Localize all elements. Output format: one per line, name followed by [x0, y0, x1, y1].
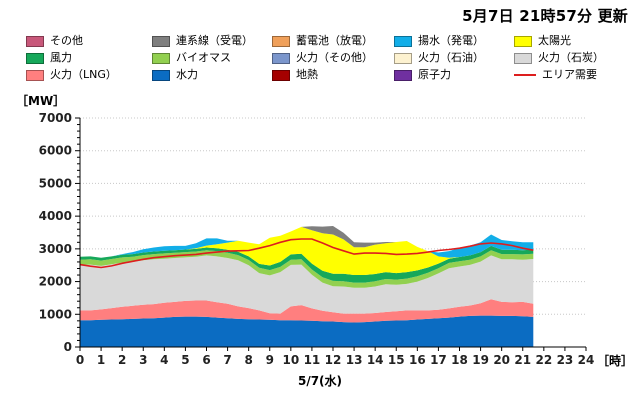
legend-swatch — [272, 35, 290, 47]
x-tick-label: 15 — [388, 353, 405, 367]
legend-label: 地熱 — [296, 68, 318, 81]
x-tick-label: 19 — [472, 353, 489, 367]
legend-label: 火力（その他） — [296, 51, 373, 64]
legend-swatch — [26, 69, 44, 81]
y-tick-label: 4000 — [39, 209, 72, 223]
area-series — [80, 250, 534, 288]
x-tick-label: 6 — [202, 353, 210, 367]
legend-swatch — [394, 35, 412, 47]
x-tick-label: 8 — [244, 353, 252, 367]
legend-item: 連系線（受電） — [152, 34, 253, 48]
legend-item: 地熱 — [272, 68, 318, 82]
legend-swatch — [394, 69, 412, 81]
y-tick-label: 3000 — [39, 242, 72, 256]
x-tick-label: 13 — [346, 353, 363, 367]
legend-item: エリア需要 — [514, 68, 597, 82]
legend-label: その他 — [50, 34, 83, 47]
y-tick-label: 1000 — [39, 307, 72, 321]
x-tick-label: 12 — [325, 353, 342, 367]
x-tick-label: 5 — [181, 353, 189, 367]
x-tick-label: 0 — [76, 353, 84, 367]
legend-item: 水力 — [152, 68, 198, 82]
updated-timestamp: 5月7日 21時57分 更新 — [462, 7, 628, 25]
legend-swatch — [514, 52, 532, 64]
legend-swatch — [152, 35, 170, 47]
legend-swatch — [514, 74, 536, 76]
x-tick-label: 10 — [282, 353, 299, 367]
legend-item: 風力 — [26, 51, 72, 65]
legend-swatch — [26, 52, 44, 64]
x-tick-label: 1 — [97, 353, 105, 367]
legend-label: エリア需要 — [542, 68, 597, 81]
legend-swatch — [26, 35, 44, 47]
legend-item: 揚水（発電） — [394, 34, 484, 48]
legend-label: 原子力 — [418, 68, 451, 81]
legend-swatch — [272, 52, 290, 64]
x-tick-label: 24 — [578, 353, 595, 367]
legend-swatch — [272, 69, 290, 81]
legend-label: 連系線（受電） — [176, 34, 253, 47]
y-tick-label: 5000 — [39, 176, 72, 190]
x-tick-label: 17 — [430, 353, 447, 367]
x-tick-label: 9 — [266, 353, 274, 367]
x-tick-label: 14 — [367, 353, 384, 367]
demand-line — [79, 238, 534, 269]
x-tick-label: 4 — [160, 353, 168, 367]
legend-item: 火力（LNG） — [26, 68, 117, 82]
x-tick-label: 23 — [557, 353, 574, 367]
legend-label: 火力（石炭） — [538, 51, 604, 64]
area-series — [80, 315, 534, 347]
x-axis-unit: ［時］ — [597, 354, 634, 368]
legend-swatch — [152, 69, 170, 81]
area-series — [80, 255, 534, 314]
legend-label: 火力（LNG） — [50, 68, 117, 81]
legend-label: バイオマス — [176, 51, 231, 64]
area-series — [80, 245, 534, 283]
x-tick-label: 3 — [139, 353, 147, 367]
legend-label: 蓄電池（放電） — [296, 34, 373, 47]
legend-label: 風力 — [50, 51, 72, 64]
y-axis-unit: ［MW］ — [16, 94, 66, 108]
legend-item: その他 — [26, 34, 83, 48]
legend-item: 火力（その他） — [272, 51, 373, 65]
y-tick-label: 6000 — [39, 144, 72, 158]
legend-swatch — [394, 52, 412, 64]
legend-swatch — [514, 35, 532, 47]
legend-item: 蓄電池（放電） — [272, 34, 373, 48]
x-tick-label: 11 — [304, 353, 321, 367]
x-tick-label: 16 — [409, 353, 426, 367]
legend-item: 太陽光 — [514, 34, 571, 48]
x-tick-label: 22 — [535, 353, 552, 367]
legend-item: 火力（石炭） — [514, 51, 604, 65]
x-tick-label: 2 — [118, 353, 126, 367]
legend-item: 原子力 — [394, 68, 451, 82]
legend-item: 火力（石油） — [394, 51, 484, 65]
x-tick-label: 7 — [223, 353, 231, 367]
area-series — [80, 226, 534, 275]
legend-label: 太陽光 — [538, 34, 571, 47]
legend-item: バイオマス — [152, 51, 231, 65]
legend-label: 火力（石油） — [418, 51, 484, 64]
area-series — [80, 299, 534, 323]
legend-label: 水力 — [176, 68, 198, 81]
legend-label: 揚水（発電） — [418, 34, 484, 47]
x-tick-label: 18 — [451, 353, 468, 367]
legend-swatch — [152, 52, 170, 64]
x-tick-label: 20 — [493, 353, 510, 367]
x-axis-date-label: 5/7(水) — [297, 374, 343, 388]
y-tick-label: 7000 — [39, 111, 72, 125]
y-tick-label: 2000 — [39, 275, 72, 289]
x-tick-label: 21 — [514, 353, 531, 367]
y-tick-label: 0 — [64, 340, 72, 354]
